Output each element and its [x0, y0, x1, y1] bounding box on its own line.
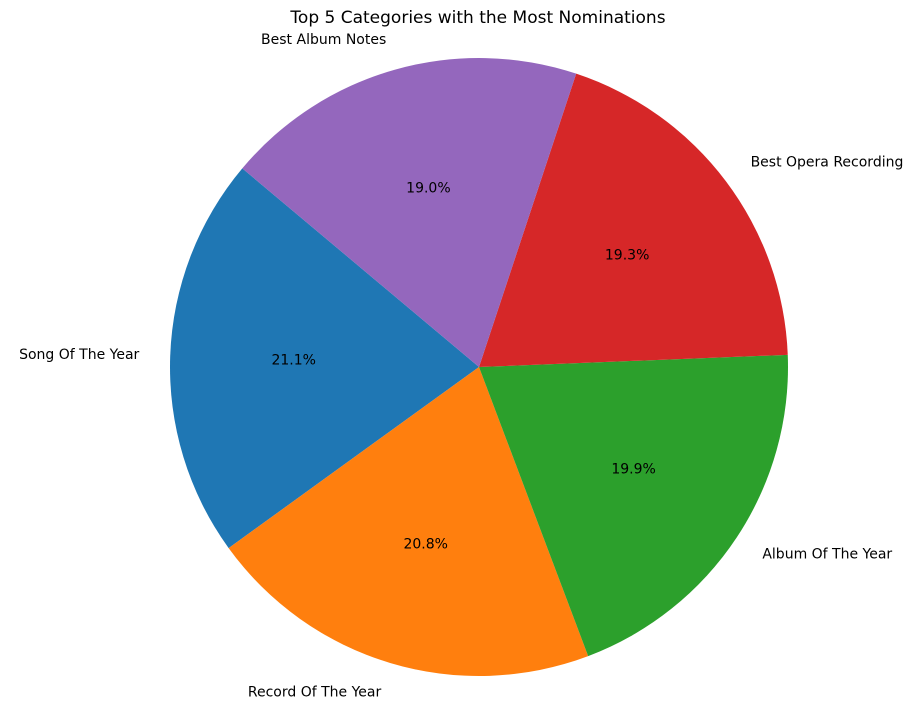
- pie-slice-record-of-the-year: [228, 367, 589, 676]
- chart-title: Top 5 Categories with the Most Nominatio…: [289, 8, 665, 28]
- pie-labels: 21.1% Song Of The Year 20.8% Record Of The …: [19, 32, 903, 701]
- pie-slice-song-of-the-year: [169, 168, 479, 549]
- slice-label-album-of-the-year: Album Of The Year: [762, 547, 892, 563]
- slice-label-best-album-notes: Best Album Notes: [261, 32, 386, 48]
- pct-label-record-of-the-year: 20.8%: [403, 537, 447, 553]
- pct-label-album-of-the-year: 19.9%: [611, 461, 655, 477]
- slice-label-song-of-the-year: Song Of The Year: [19, 347, 139, 363]
- pie-slice-best-album-notes: [242, 57, 577, 367]
- pie-slice-album-of-the-year: [479, 354, 788, 657]
- slice-label-best-opera-recording: Best Opera Recording: [751, 155, 904, 171]
- slice-label-record-of-the-year: Record Of The Year: [248, 685, 382, 701]
- pie-slice-best-opera-recording: [479, 73, 788, 367]
- pie-slices: [169, 57, 788, 676]
- pct-label-song-of-the-year: 21.1%: [271, 352, 315, 368]
- pct-label-best-opera-recording: 19.3%: [605, 248, 649, 264]
- pct-label-best-album-notes: 19.0%: [406, 181, 450, 197]
